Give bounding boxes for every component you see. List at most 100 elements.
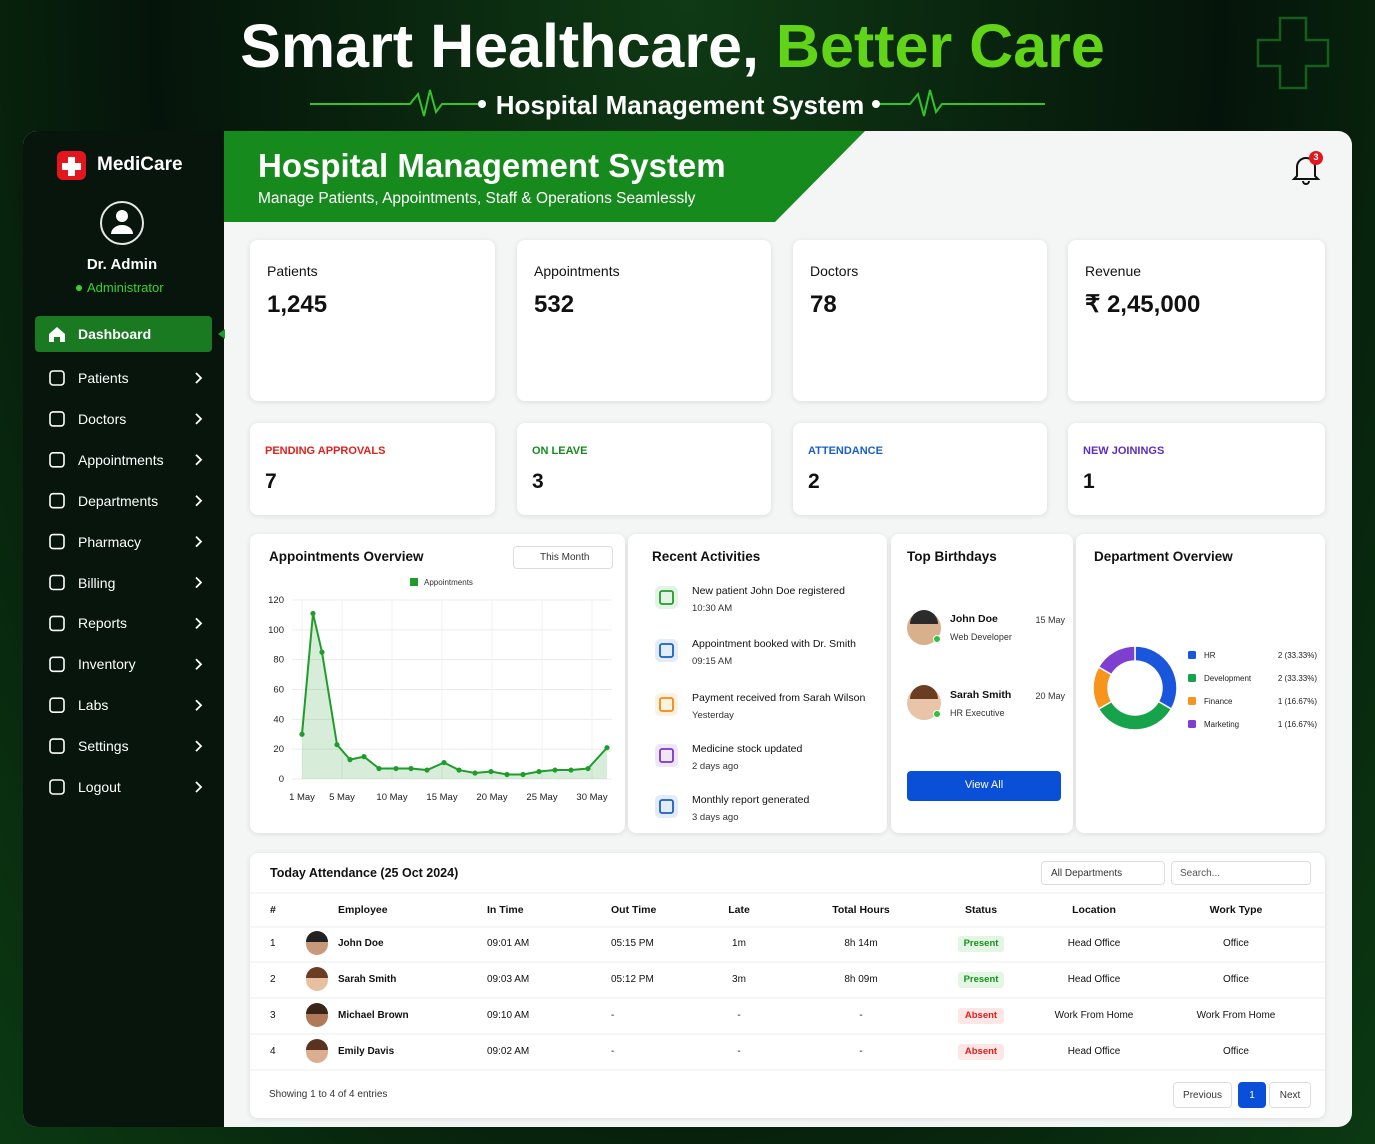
x-tick-label: 5 May	[329, 792, 355, 803]
online-dot	[933, 635, 941, 643]
avatar-body	[111, 225, 133, 234]
legend-value: 1 (16.67%)	[1278, 697, 1317, 706]
panel-title: Top Birthdays	[907, 549, 997, 564]
legend-swatch	[1188, 697, 1196, 705]
birthday-name: Sarah Smith	[950, 689, 1012, 701]
card	[793, 240, 1047, 401]
summary-label: NEW JOININGS	[1083, 445, 1165, 457]
table-cell: Office	[1223, 1046, 1249, 1057]
column-header: Total Hours	[832, 904, 890, 916]
menu-item[interactable]: Reports	[78, 615, 128, 632]
menu-icon	[49, 738, 65, 754]
table-cell: -	[611, 1010, 615, 1021]
table-cell: Emily Davis	[338, 1046, 395, 1057]
title-text: Smart Healthcare,	[240, 12, 759, 80]
menu-item[interactable]: Appointments	[78, 451, 164, 468]
banner-title: Smart Healthcare, Better Care	[0, 16, 1345, 77]
menu-item[interactable]: Logout	[78, 779, 121, 795]
page-button[interactable]: 1	[1238, 1082, 1266, 1108]
notification-count[interactable]: 3	[1313, 152, 1319, 162]
legend-label: Marketing	[1204, 720, 1239, 729]
activity-time: 2 days ago	[692, 761, 739, 772]
legend-swatch	[1188, 720, 1196, 728]
chevron	[195, 781, 203, 793]
menu-item[interactable]: Inventory	[78, 656, 136, 673]
filter[interactable]: This Month	[513, 546, 613, 569]
birthday-date: 20 May	[1035, 691, 1065, 701]
activity-icon	[655, 586, 678, 609]
department-select[interactable]: All Departments	[1041, 861, 1165, 885]
card	[1068, 240, 1325, 401]
menu-item[interactable]: Patients	[78, 370, 129, 386]
table-cell: Michael Brown	[338, 1010, 409, 1021]
activity-time: Yesterday	[692, 710, 734, 721]
stat-label: Doctors	[810, 263, 859, 279]
avatar	[100, 201, 144, 245]
card	[1068, 423, 1325, 515]
previous-button[interactable]: Previous	[1173, 1082, 1232, 1108]
menu-item[interactable]: Pharmacy	[78, 533, 142, 550]
activity-icon	[655, 639, 678, 662]
card-bg	[250, 853, 1325, 1118]
column-header: Location	[1072, 904, 1116, 916]
card	[250, 240, 495, 401]
y-tick-label: 40	[273, 714, 284, 725]
point	[319, 649, 325, 655]
activity-icon	[659, 697, 674, 712]
point	[376, 765, 382, 772]
next-button[interactable]: Next	[1269, 1082, 1311, 1108]
donut-segment	[1097, 700, 1173, 731]
table-cell: -	[611, 1046, 615, 1057]
activity-text: Monthly report generated	[692, 794, 810, 806]
legend-label: Appointments	[424, 578, 473, 587]
point	[472, 770, 478, 776]
activity-icon	[659, 799, 674, 814]
menu-icon	[49, 533, 65, 550]
avatar-hair	[306, 967, 328, 978]
status-badge: Present	[958, 936, 1004, 952]
legend-value: 2 (33.33%)	[1278, 674, 1317, 683]
x-tick-label: 30 May	[576, 792, 607, 803]
menu-item[interactable]: Billing	[78, 574, 116, 591]
menu-item[interactable]: Labs	[78, 697, 109, 714]
activity-time: 09:15 AM	[692, 656, 733, 667]
table-cell: Head Office	[1067, 938, 1121, 949]
menu-icon	[49, 451, 65, 468]
table-cell: -	[859, 1046, 863, 1057]
legend-value: 2 (33.33%)	[1278, 651, 1317, 660]
chevron	[195, 699, 203, 711]
menu-item[interactable]: Departments	[78, 492, 159, 509]
table-cell: Head Office	[1067, 1046, 1121, 1057]
menu-item[interactable]: Doctors	[78, 410, 127, 427]
table-cell: Sarah Smith	[338, 974, 397, 985]
chevron	[195, 372, 203, 384]
menu-item[interactable]: Dashboard	[78, 326, 152, 342]
menu-icon	[49, 411, 65, 427]
legend-swatch	[1188, 651, 1196, 659]
x-tick-label: 1 May	[289, 792, 315, 803]
dot	[872, 100, 880, 108]
summary-label: PENDING APPROVALS	[265, 445, 386, 457]
summary-label: ATTENDANCE	[808, 445, 883, 457]
dot	[478, 100, 486, 108]
activity-time: 10:30 AM	[692, 603, 733, 614]
activity-text: Appointment booked with Dr. Smith	[692, 638, 857, 650]
user-role: Administrator	[87, 280, 164, 295]
status-badge: Absent	[958, 1008, 1004, 1024]
search-input[interactable]: Search...	[1171, 861, 1311, 885]
menu-item[interactable]: Settings	[78, 738, 129, 755]
sidebar	[23, 131, 224, 1127]
point	[310, 610, 316, 617]
point	[568, 767, 574, 773]
birthday-role: HR Executive	[950, 708, 1005, 718]
line	[301, 613, 608, 776]
summary-label: ON LEAVE	[532, 445, 588, 457]
table-cell: 09:02 AM	[487, 1046, 530, 1057]
avatar-head	[116, 210, 128, 222]
chevron	[195, 617, 203, 630]
chevron	[195, 740, 203, 752]
chevron	[195, 576, 203, 589]
table-cell: -	[859, 1010, 863, 1021]
point	[520, 771, 526, 778]
view-all-button[interactable]: View All	[907, 771, 1061, 801]
